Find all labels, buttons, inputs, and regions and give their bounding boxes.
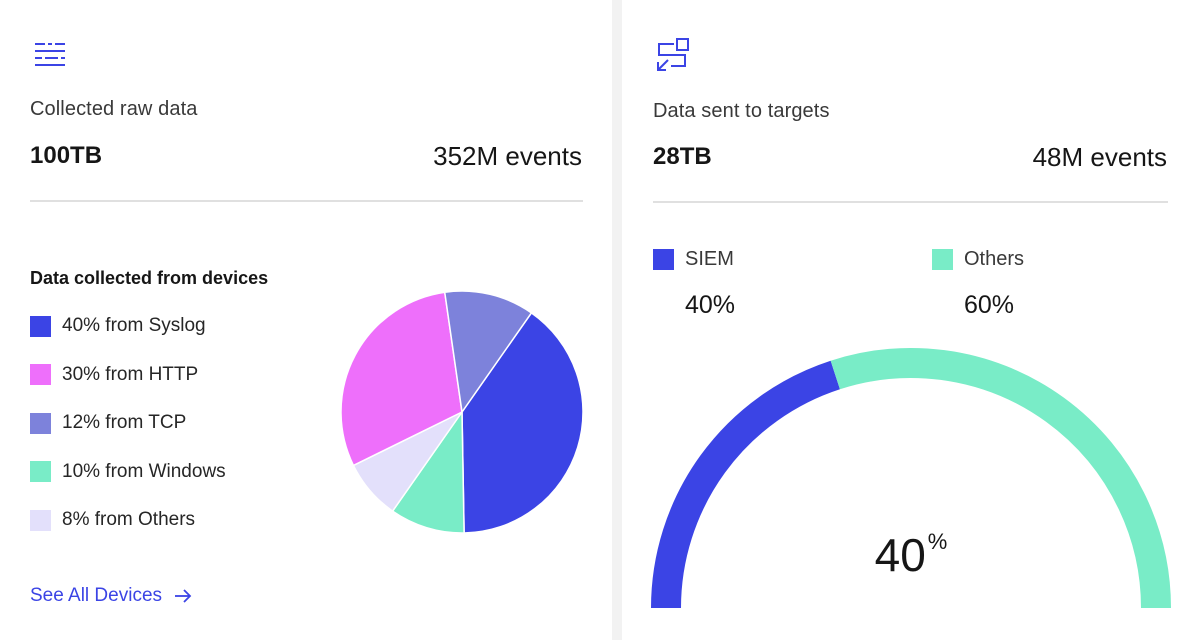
divider bbox=[653, 201, 1168, 203]
legend-item-http: 30% from HTTP bbox=[30, 363, 226, 387]
legend-swatch bbox=[653, 249, 674, 270]
legend-percent: 40% bbox=[685, 291, 736, 319]
legend-swatch bbox=[30, 461, 51, 482]
legend-swatch bbox=[30, 509, 51, 531]
section-title: Data collected from devices bbox=[30, 268, 269, 288]
card-title: Collected raw data bbox=[30, 98, 198, 120]
legend-swatch bbox=[30, 412, 51, 434]
pie-slice-tcp bbox=[443, 290, 533, 414]
gauge-value-unit: % bbox=[927, 528, 948, 554]
legend-item-syslog: 40% from Syslog bbox=[30, 314, 226, 338]
collected-raw-data-card: Collected raw data 100TB 352M events Dat… bbox=[0, 0, 612, 640]
arrow-right-icon bbox=[175, 589, 192, 603]
pie-slice-syslog bbox=[461, 311, 584, 534]
gauge-value-number: 40 bbox=[874, 529, 926, 581]
legend-label: 12% from TCP bbox=[62, 412, 187, 433]
targets-gauge-chart bbox=[651, 348, 1171, 609]
legend-item-tcp: 12% from TCP bbox=[30, 411, 226, 435]
data-sent-to-targets-card: Data sent to targets 28TB 48M events SIE… bbox=[622, 0, 1200, 640]
legend-label: Others bbox=[964, 248, 1025, 270]
data-size-value: 28TB bbox=[653, 143, 712, 170]
pie-slice-http bbox=[340, 291, 463, 467]
gauge-legend-siem: SIEM 40% bbox=[653, 248, 735, 320]
legend-swatch bbox=[30, 364, 51, 385]
legend-label: 8% from Others bbox=[62, 509, 196, 530]
card-title: Data sent to targets bbox=[653, 100, 830, 122]
gauge-center-value: 40% bbox=[622, 528, 1200, 582]
gauge-legend-others: Others 60% bbox=[932, 248, 1024, 320]
gauge-segment-others bbox=[830, 348, 1171, 609]
legend-label: 40% from Syslog bbox=[62, 315, 206, 336]
legend-swatch bbox=[932, 249, 953, 270]
legend-item-others: 8% from Others bbox=[30, 508, 226, 532]
data-size-value: 100TB bbox=[30, 142, 103, 169]
pie-slice-windows bbox=[391, 409, 465, 534]
events-count: 352M events bbox=[433, 141, 582, 171]
see-all-label: See All Devices bbox=[30, 585, 163, 606]
gauge-segment-siem bbox=[651, 360, 841, 609]
legend-label: SIEM bbox=[685, 248, 734, 270]
legend-percent: 60% bbox=[964, 291, 1015, 319]
pie-legend: 40% from Syslog 30% from HTTP 12% from T… bbox=[30, 314, 226, 557]
data-transfer-icon bbox=[657, 38, 689, 71]
data-list-icon bbox=[35, 43, 65, 66]
legend-item-windows: 10% from Windows bbox=[30, 460, 226, 484]
devices-pie-chart bbox=[340, 290, 584, 534]
legend-label: 30% from HTTP bbox=[62, 363, 199, 385]
see-all-devices-link[interactable]: See All Devices bbox=[30, 585, 192, 607]
divider bbox=[30, 200, 583, 202]
events-count: 48M events bbox=[1032, 142, 1167, 172]
legend-label: 10% from Windows bbox=[62, 460, 226, 482]
legend-swatch bbox=[30, 315, 51, 337]
